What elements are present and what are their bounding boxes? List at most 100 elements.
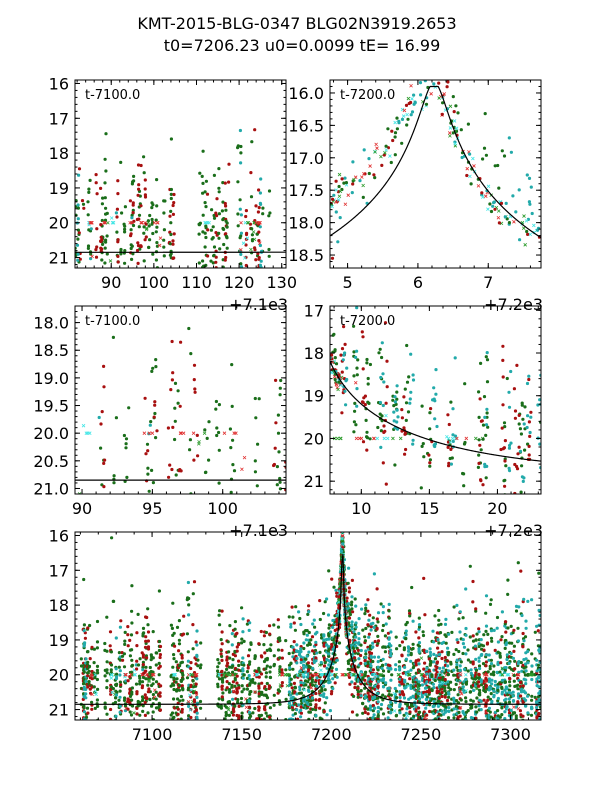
data-point-green [398, 644, 402, 648]
data-point-green [112, 474, 116, 478]
data-point-teal [357, 617, 361, 621]
data-point-green [278, 386, 282, 390]
data-cross-red_cross [458, 672, 463, 677]
data-point-teal [186, 580, 190, 585]
data-point-green [217, 167, 221, 171]
data-point-teal [492, 695, 496, 699]
data-point-teal [369, 708, 373, 712]
data-point-red [512, 387, 517, 391]
data-point-green [185, 676, 190, 680]
data-point-green [330, 666, 334, 670]
data-point-teal [322, 638, 326, 642]
data-cross-cyan_cross [448, 440, 453, 444]
data-point-red [477, 461, 481, 465]
data-point-red [402, 395, 406, 399]
data-point-red [417, 706, 421, 710]
data-point-green [217, 236, 221, 240]
data-cross-red_cross [409, 83, 413, 88]
data-point-teal [478, 666, 482, 671]
data-point-green [417, 683, 422, 688]
data-point-green [411, 680, 415, 684]
data-point-green [272, 623, 276, 627]
data-point-green [151, 710, 155, 714]
data-cross-cyan_cross [109, 672, 114, 677]
data-point-teal [389, 654, 393, 658]
data-point-teal [372, 572, 376, 576]
x-offset-label: +7.2e3 [484, 521, 543, 540]
data-point-green [471, 639, 476, 643]
data-point-green [120, 211, 124, 215]
data-point-teal [287, 701, 291, 705]
data-point-green [428, 458, 432, 462]
data-point-teal [328, 709, 332, 713]
data-point-teal [433, 444, 437, 449]
data-point-teal [372, 655, 377, 659]
data-point-green [115, 672, 119, 676]
data-point-green [381, 623, 385, 628]
data-point-red [422, 576, 426, 581]
data-point-red [314, 656, 318, 660]
data-point-green [222, 242, 226, 247]
data-point-green [211, 225, 215, 229]
data-point-teal [443, 622, 448, 627]
data-point-teal [319, 660, 323, 665]
data-point-teal [310, 696, 314, 700]
data-point-red [436, 646, 440, 650]
data-point-green [395, 116, 399, 120]
data-cross-green_cross [419, 656, 424, 660]
y-tick-label: 20.0 [33, 424, 69, 443]
data-point-teal [114, 636, 118, 640]
data-point-red [170, 467, 174, 472]
data-point-red [478, 443, 482, 447]
data-point-teal [306, 672, 310, 676]
data-point-red [503, 459, 507, 463]
data-point-red [330, 642, 334, 647]
data-point-green [498, 654, 502, 658]
data-point-teal [407, 649, 411, 653]
data-point-red [115, 207, 119, 211]
data-point-green [140, 698, 145, 703]
x-tick-label: 7 [483, 273, 493, 292]
x-tick-label: 20 [487, 499, 507, 518]
data-point-green [203, 201, 207, 205]
data-point-teal [509, 651, 513, 656]
data-point-green [449, 660, 453, 665]
data-point-teal [511, 690, 515, 694]
data-point-green [88, 178, 92, 182]
data-point-green [366, 382, 370, 386]
data-point-green [354, 423, 358, 427]
data-point-teal [341, 358, 345, 362]
data-point-teal [241, 630, 245, 634]
data-cross-red_cross [191, 431, 196, 435]
data-point-teal [424, 720, 427, 723]
data-point-green [150, 468, 154, 472]
data-point-teal [417, 647, 421, 651]
data-cross-red_cross [157, 243, 162, 248]
data-point-red [181, 632, 186, 636]
data-point-teal [341, 528, 344, 531]
data-point-green [201, 149, 205, 153]
data-point-teal [503, 710, 507, 714]
data-point-green [290, 721, 293, 724]
data-point-teal [386, 716, 390, 720]
data-point-green [162, 199, 166, 203]
data-point-red [280, 681, 284, 685]
data-point-teal [354, 674, 358, 678]
data-point-red [380, 163, 384, 167]
data-point-red [220, 669, 224, 674]
data-point-green [265, 681, 269, 686]
data-point-teal [84, 692, 88, 696]
data-point-teal [369, 628, 373, 632]
data-point-green [201, 191, 205, 195]
data-point-green [88, 623, 92, 628]
data-point-green [406, 117, 410, 121]
data-point-green [172, 683, 176, 687]
data-point-green [169, 187, 173, 192]
data-point-green [452, 652, 456, 657]
data-point-red [446, 659, 450, 663]
data-point-green [264, 693, 268, 697]
data-point-green [257, 667, 261, 672]
data-point-green [267, 247, 271, 252]
data-point-teal [114, 269, 117, 272]
data-cross-cyan_cross [388, 154, 392, 158]
